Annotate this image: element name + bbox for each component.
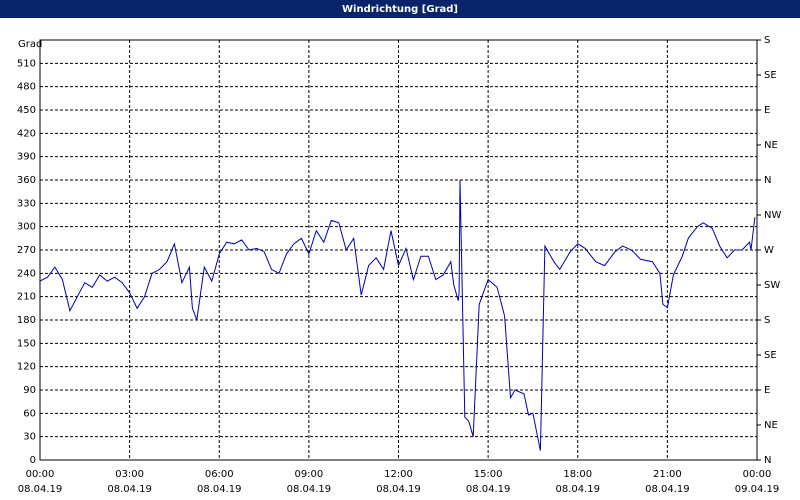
x-tick-label: 03:00 xyxy=(115,469,144,480)
y2-tick-label: E xyxy=(764,105,770,116)
y2-tick-label: S xyxy=(764,35,770,46)
x-tick-label: 18:00 xyxy=(563,469,592,480)
y2-tick-label: E xyxy=(764,385,770,396)
y-tick-label: 120 xyxy=(17,362,36,373)
x-tick-date: 08.04.19 xyxy=(287,484,332,495)
y-tick-label: 270 xyxy=(17,245,36,256)
y-tick-label: 510 xyxy=(17,58,36,69)
x-tick-label: 06:00 xyxy=(205,469,234,480)
y2-tick-label: SE xyxy=(764,350,777,361)
y-tick-label: 150 xyxy=(17,338,36,349)
y2-tick-label: NW xyxy=(764,210,781,221)
y2-tick-label: W xyxy=(764,245,774,256)
y2-tick-label: S xyxy=(764,315,770,326)
x-tick-date: 08.04.19 xyxy=(376,484,421,495)
x-tick-date: 08.04.19 xyxy=(555,484,600,495)
x-tick-date: 08.04.19 xyxy=(18,484,63,495)
y-tick-label: 360 xyxy=(17,175,36,186)
x-tick-label: 00:00 xyxy=(743,469,772,480)
y-tick-label: 300 xyxy=(17,222,36,233)
y-tick-label: 60 xyxy=(23,408,36,419)
x-tick-label: 12:00 xyxy=(384,469,413,480)
data-line xyxy=(39,179,756,451)
x-tick-date: 08.04.19 xyxy=(197,484,242,495)
y2-tick-label: SE xyxy=(764,70,777,81)
y2-tick-label: N xyxy=(764,175,771,186)
x-tick-date: 08.04.19 xyxy=(466,484,511,495)
x-tick-label: 00:00 xyxy=(26,469,55,480)
y-tick-label: 420 xyxy=(17,128,36,139)
y2-tick-label: SW xyxy=(764,280,780,291)
y-tick-label: 90 xyxy=(23,385,36,396)
y-tick-label: 180 xyxy=(17,315,36,326)
x-tick-label: 21:00 xyxy=(653,469,682,480)
y-tick-label: 330 xyxy=(17,198,36,209)
y-tick-label: 210 xyxy=(17,292,36,303)
y2-tick-label: NE xyxy=(764,140,778,151)
x-tick-label: 15:00 xyxy=(474,469,503,480)
y2-tick-label: N xyxy=(764,455,771,466)
title-bar xyxy=(0,0,800,18)
y-tick-label: 30 xyxy=(23,432,36,443)
x-tick-date: 09.04.19 xyxy=(735,484,780,495)
y-axis-label: Grad xyxy=(18,39,42,50)
y-tick-label: 450 xyxy=(17,105,36,116)
x-tick-date: 08.04.19 xyxy=(645,484,690,495)
x-tick-date: 08.04.19 xyxy=(107,484,152,495)
x-tick-label: 09:00 xyxy=(294,469,323,480)
y-tick-label: 480 xyxy=(17,82,36,93)
y-tick-label: 0 xyxy=(30,455,36,466)
y2-tick-label: NE xyxy=(764,420,778,431)
y-tick-label: 240 xyxy=(17,268,36,279)
y-tick-label: 390 xyxy=(17,152,36,163)
chart-title: Windrichtung [Grad] xyxy=(342,4,458,15)
